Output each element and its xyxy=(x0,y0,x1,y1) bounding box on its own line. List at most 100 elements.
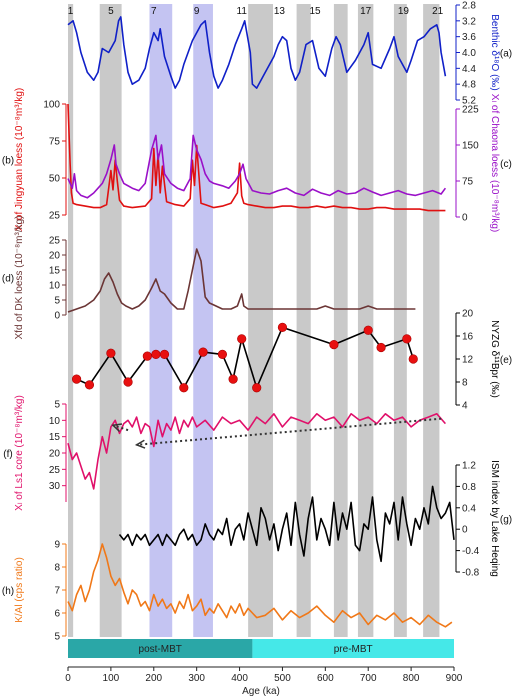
panel-tick-label-7-4: 9 xyxy=(54,540,60,551)
panel-tick-label-4-4: 20 xyxy=(462,309,474,320)
mis-stage-labels: 1 5 7 9 11 13 15 17 19 21 xyxy=(68,6,444,17)
panel-6: -0.8 -0.4 0 0.4 0.8 1.2 ISM index by Lake Heqi… xyxy=(118,460,512,579)
panel-axis-title-7: K/Al (cps ratio) xyxy=(14,557,25,623)
panel-marker-4-3 xyxy=(123,377,133,387)
mis-label-7: 7 xyxy=(151,6,157,17)
trend-arrow-head-1 xyxy=(111,423,123,433)
x-tick-label-1: 100 xyxy=(103,673,120,684)
panel-tick-label-6-4: 0.8 xyxy=(462,482,476,493)
panel-tick-label-2-1: 75 xyxy=(462,177,474,188)
x-tick-label-0: 0 xyxy=(65,673,71,684)
panel-marker-4-2 xyxy=(106,348,116,358)
trend-arrow-line-0 xyxy=(136,417,442,446)
mis-gray-band-4 xyxy=(333,4,348,637)
panel-tick-label-5-3: 20 xyxy=(49,449,61,460)
panel-tick-label-1-0: 25 xyxy=(49,211,61,222)
mis-label-21: 21 xyxy=(432,6,444,17)
panel-tick-label-2-3: 225 xyxy=(462,105,479,116)
trend-arrow-head-0 xyxy=(134,439,146,449)
mis-bands xyxy=(68,4,440,637)
panel-tick-label-0-3: 4.0 xyxy=(462,48,476,59)
panel-marker-4-5 xyxy=(151,349,161,360)
panel-tick-label-7-0: 5 xyxy=(54,632,60,643)
panel-series-line-3 xyxy=(67,248,416,313)
panel-tick-label-7-1: 6 xyxy=(54,609,60,620)
mis-label-15: 15 xyxy=(309,6,321,17)
panel-tick-label-4-1: 8 xyxy=(462,378,468,389)
panel-marker-4-8 xyxy=(198,347,208,357)
panel-marker-4-14 xyxy=(329,340,339,350)
panel-tag-0: (a) xyxy=(500,49,512,60)
panel-marker-4-9 xyxy=(217,349,227,360)
panel-tick-label-3-3: 15 xyxy=(49,266,61,277)
panel-3: 0 5 10 15 20 25 Xfd of DK loess (10⁻⁸m³/kg)(d) xyxy=(2,216,416,340)
panel-marker-4-13 xyxy=(277,322,288,332)
x-tick-label-5: 500 xyxy=(274,673,291,684)
panel-axis-title-3: Xfd of DK loess (10⁻⁸m³/kg) xyxy=(14,216,25,340)
panel-7: 5 6 7 8 9 K/Al (cps ratio)(h) xyxy=(2,540,453,643)
mis-gray-band-5 xyxy=(357,4,374,637)
x-tick-label-9: 900 xyxy=(446,673,463,684)
panel-axis-title-0: Benthic δ¹⁸O (‰) xyxy=(489,14,500,90)
panel-marker-4-16 xyxy=(376,342,386,353)
mis-label-11: 11 xyxy=(237,6,248,17)
panel-tick-label-0-6: 5.2 xyxy=(462,96,476,107)
x-tick-label-2: 200 xyxy=(145,673,162,684)
panel-marker-4-12 xyxy=(252,383,262,393)
panel-tick-label-1-1: 50 xyxy=(49,174,61,185)
panel-tag-1: (b) xyxy=(2,156,14,167)
panel-tick-label-7-3: 8 xyxy=(54,563,60,574)
mis-gray-band-3 xyxy=(296,4,311,637)
panel-series-line-6 xyxy=(118,485,455,563)
panel-tick-label-4-0: 4 xyxy=(462,401,468,412)
panel-marker-4-10 xyxy=(228,374,238,384)
x-tick-label-8: 800 xyxy=(403,673,420,684)
panel-tick-label-3-2: 10 xyxy=(49,281,61,292)
panel-2: 0 75 150 225 Xₗ of Chaona loess (10⁻⁸m³/kg)(… xyxy=(67,94,512,232)
x-axis-title: Age (ka) xyxy=(242,686,280,697)
panel-tick-label-6-2: 0 xyxy=(462,525,468,536)
panel-tick-label-6-3: 0.4 xyxy=(462,503,476,514)
panel-tag-5: (f) xyxy=(3,449,12,460)
panel-marker-4-18 xyxy=(408,354,418,364)
panel-tick-label-1-3: 100 xyxy=(43,100,60,111)
panel-axis-title-5: Xₗ of Ls1 core (10⁻⁸m³/kg) xyxy=(14,395,25,511)
panel-marker-4-6 xyxy=(159,349,170,360)
panel-axis-title-2: Xₗ of Chaona loess (10⁻⁸m³/kg) xyxy=(489,94,500,232)
panel-tick-label-3-1: 5 xyxy=(54,296,60,307)
mis-gray-band-6 xyxy=(393,4,407,637)
mis-label-5: 5 xyxy=(108,6,114,17)
panel-0: 2.8 3.2 3.6 4.0 4.4 4.8 5.2 Benthic δ¹⁸O (‰) (a) xyxy=(67,1,512,107)
panel-tick-label-7-2: 7 xyxy=(54,586,60,597)
panel-tick-label-4-2: 12 xyxy=(462,355,474,366)
mbt-segment-0 xyxy=(68,639,253,658)
mis-gray-band-2 xyxy=(248,4,274,637)
panel-tick-label-2-0: 0 xyxy=(462,213,468,224)
panel-axis-title-1: Xₗ of Jingyuan loess (10⁻⁸m³/kg) xyxy=(14,88,25,231)
panel-tick-label-3-0: 0 xyxy=(54,311,60,322)
mis-label-19: 19 xyxy=(398,6,410,17)
panel-axis-title-4: NYZG δ¹¹Bpr (‰) xyxy=(489,320,500,398)
x-axis: 0 100 200 300 400 500 600 700 800 900 Age (ka) xyxy=(65,666,463,697)
panel-tick-label-1-2: 75 xyxy=(49,137,61,148)
mis-gray-band-0 xyxy=(68,4,74,637)
panel-tick-label-6-0: -0.8 xyxy=(462,568,480,579)
panel-series-line-7 xyxy=(67,543,453,628)
mbt-bar: post-MBT pre-MBT xyxy=(68,639,454,658)
panel-tick-label-6-1: -0.4 xyxy=(462,546,480,557)
x-tick-label-3: 300 xyxy=(188,673,205,684)
panel-series-line-0 xyxy=(67,16,447,89)
panel-tick-label-5-0: 5 xyxy=(54,400,60,411)
panel-4: 4 8 12 16 20 NYZG δ¹¹Bpr (‰) (e) xyxy=(71,309,512,412)
panel-tick-label-3-5: 25 xyxy=(49,236,61,247)
panel-tick-label-0-5: 4.8 xyxy=(462,80,476,91)
panel-tag-2: (c) xyxy=(500,159,512,170)
panel-axis-title-6: ISM index by Lake Heqing xyxy=(489,460,500,577)
mis-label-9: 9 xyxy=(194,6,200,17)
panel-marker-4-15 xyxy=(363,325,373,335)
mbt-segment-1 xyxy=(252,639,454,658)
x-tick-label-6: 600 xyxy=(317,673,334,684)
panel-series-line-1 xyxy=(67,103,446,212)
panel-tag-4: (e) xyxy=(500,355,512,366)
